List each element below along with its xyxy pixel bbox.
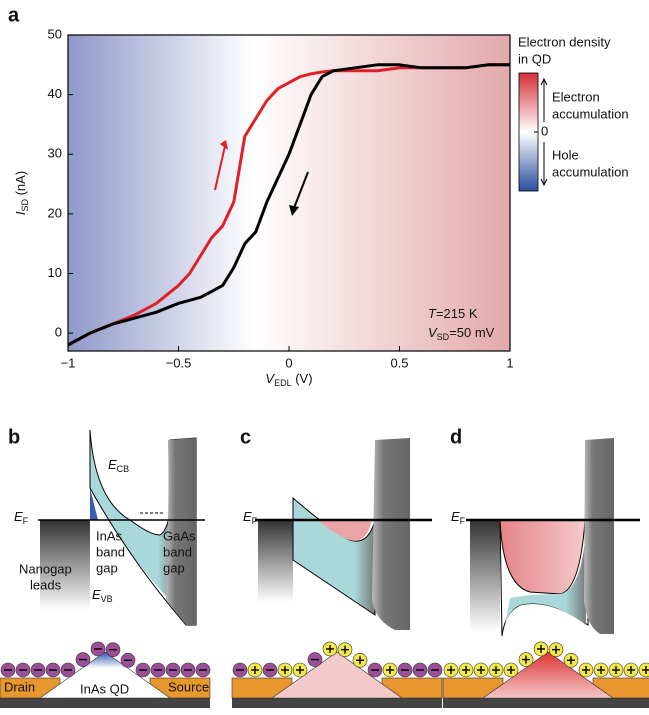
y-tick-label: 30 [48,146,62,161]
x-axis-label: VEDL (V) [265,371,312,388]
inas-band [292,496,376,616]
x-tick-label: 1 [506,355,513,370]
symbol: E [243,509,252,524]
symbol: E [14,509,23,524]
leads [470,520,500,632]
panel-label: a [8,4,20,26]
colorbar-label: accumulation [552,164,629,179]
annotation-subscript: SD [437,332,450,342]
x-tick-label: −0.5 [166,355,192,370]
quantum-dot [271,651,403,699]
x-tick-label: 0 [285,355,292,370]
annotation: VSD=50 mV [428,325,495,342]
inas-gap-label: InAs [96,528,123,543]
gaas-gap-label: gap [163,560,185,575]
x-axis-symbol: V [265,371,275,386]
e-cb-label: ECB [108,457,129,474]
x-axis-unit: (V) [292,371,313,386]
gaas-block [584,438,614,634]
gaas-gap-label: band [163,544,192,559]
series-line [67,63,510,347]
leads-label: Nanogap [19,561,72,576]
gaas-block [166,438,196,625]
substrate [443,698,649,708]
subscript: F [23,516,29,526]
arrow-head [220,140,228,150]
x-tick-label: −1 [61,355,76,370]
schematics [0,641,649,708]
annotation-symbol: V [428,325,438,340]
leads-label: leads [30,577,62,592]
y-axis-symbol: I [13,211,28,215]
x-tick-label: 0.5 [390,355,408,370]
plot-frame [67,34,511,352]
colorbar-label: Electron [552,89,600,104]
subscript: CB [117,464,130,474]
e-f-label: EF [451,509,466,526]
colorbar-title: Electron density [518,34,611,49]
inas-band [90,430,180,605]
x-axis-subscript: EDL [274,378,292,388]
inas-gap-label: band [96,544,125,559]
y-axis-subscript: SD [20,199,30,212]
colorbar-label: 0 [541,123,548,138]
gaas-block [372,438,410,630]
hole-region [90,488,98,520]
gaas-gap-label: GaAs [163,528,196,543]
arrow [214,145,226,191]
subscript: VB [101,594,113,604]
y-tick-label: 0 [55,325,62,340]
inas-gap-label: gap [96,560,118,575]
drain-label: Drain [4,679,35,694]
y-tick-label: 40 [48,86,62,101]
y-axis-unit: (nA) [13,171,28,199]
annotation-text: =50 mV [449,325,494,340]
colorbar-arrow [540,77,548,122]
colorbar-label: Hole [552,147,579,162]
panel-label: b [8,426,20,448]
y-axis-label: ISD (nA) [13,171,30,215]
qd-label: InAs QD [80,681,129,696]
subscript: F [252,516,258,526]
e-f-label: EF [243,509,258,526]
symbol: E [108,457,117,472]
y-tick-label: 10 [48,265,62,280]
electron-region [318,520,372,541]
symbol: E [92,587,101,602]
panel-label: d [450,426,462,448]
quantum-dot [482,651,614,699]
band-edges [89,429,197,626]
colorbar-label: accumulation [552,106,629,121]
colorbar-arrow [540,142,548,187]
y-tick-label: 50 [48,26,62,41]
leads [258,520,293,602]
annotation-text: =215 K [436,306,478,321]
arrow-head [289,205,299,216]
e-vb-label: EVB [92,587,113,604]
e-f-label: EF [14,509,29,526]
subscript: F [460,516,466,526]
colorbar-title: in QD [518,51,551,66]
source-label: Source [168,679,209,694]
substrate [232,698,442,708]
electron-region [500,520,585,594]
annotation: T=215 K [428,306,478,321]
symbol: E [451,509,460,524]
leads [40,520,90,610]
plot-background [68,35,510,351]
plot [67,34,511,351]
inas-band [504,540,586,630]
arrow [293,171,309,209]
annotation-symbol: T [428,306,437,321]
substrate [0,698,210,708]
y-tick-label: 20 [48,205,62,220]
panel-label: c [240,426,251,448]
